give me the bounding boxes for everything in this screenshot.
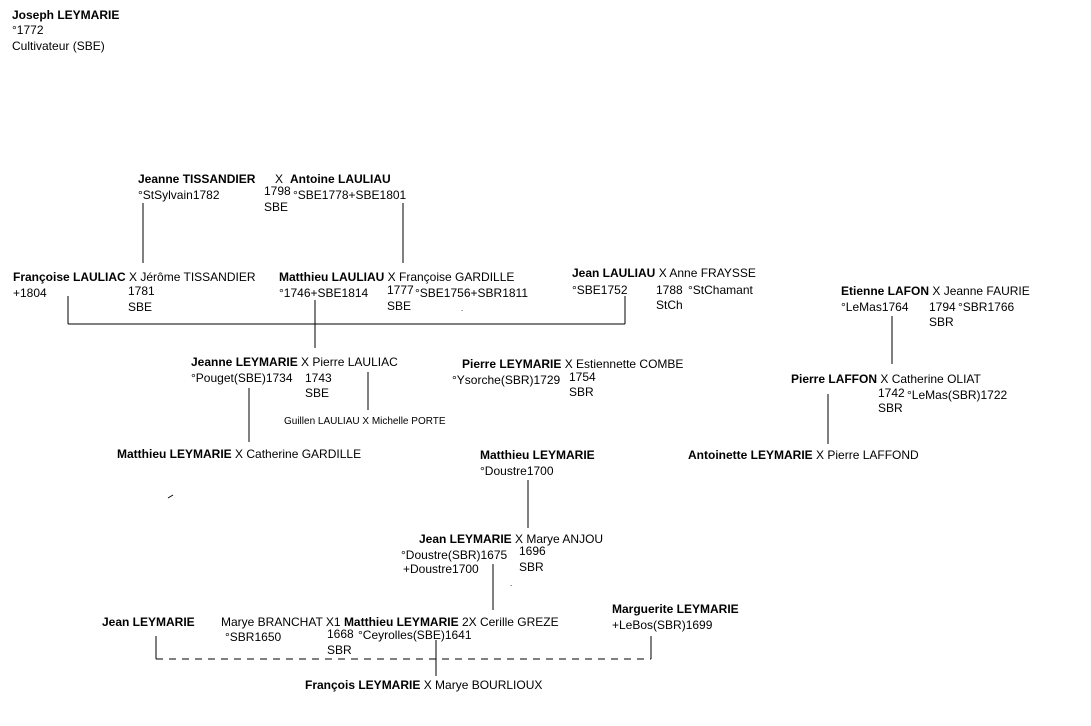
couple-branchat-greze: Marye BRANCHAT X1 Matthieu LEYMARIE 2X C…: [221, 615, 559, 630]
person-info: °1746+SBE1814: [279, 286, 369, 300]
person-francoise-lauliac: Françoise LAULIAC: [13, 270, 126, 284]
person-info: °StChamant: [688, 283, 753, 297]
couple-leymarie-lauliac: Jeanne LEYMARIE X Pierre LAULIAC: [191, 355, 398, 370]
person-info: +1804: [13, 286, 47, 300]
marriage-year: 1668: [327, 627, 354, 641]
person-info: °StSylvain1782: [138, 188, 220, 202]
spouse-text: X Marye ANJOU: [515, 532, 604, 546]
person-marguerite-leymarie: Marguerite LEYMARIE: [612, 602, 739, 616]
person-antoinette-leymarie: Antoinette LEYMARIE: [688, 448, 813, 462]
marriage-year: 1781: [128, 284, 155, 298]
couple-lauliau-fraysse: Jean LAULIAU X Anne FRAYSSE: [572, 266, 756, 281]
person-pierre-leymarie: Pierre LEYMARIE: [462, 357, 562, 371]
marriage-place: StCh: [656, 298, 683, 312]
marriage-year: 1743: [305, 371, 332, 385]
person-jeanne-tissandier: Jeanne TISSANDIER: [138, 172, 256, 186]
person-info: °SBE1752: [572, 283, 628, 297]
marriage-place: SBE: [387, 299, 412, 313]
couple-laffon-oliat: Pierre LAFFON X Catherine OLIAT: [791, 372, 981, 387]
person-info: °Doustre1700: [480, 464, 554, 478]
person-info: °SBR1766: [958, 300, 1015, 314]
marriage-place: SBR: [878, 401, 903, 415]
marriage-year: 1794: [929, 300, 956, 314]
spouse-text: X Françoise GARDILLE: [387, 270, 515, 284]
spouse-text: X Jeanne FAURIE: [932, 284, 1030, 298]
spouse-text: X Catherine GARDILLE: [235, 447, 362, 461]
person-francois-leymarie: François LEYMARIE: [305, 678, 421, 692]
couple-francois-bourlioux: François LEYMARIE X Marye BOURLIOUX: [305, 678, 542, 693]
couple-lauliac-tissandier: Françoise LAULIAC X Jérôme TISSANDIER: [13, 270, 256, 285]
person-jean-leymarie: Jean LEYMARIE: [419, 532, 512, 546]
header-birth: °1772: [12, 23, 44, 37]
couple-matthieu-gardille: Matthieu LEYMARIE X Catherine GARDILLE: [117, 447, 361, 462]
marriage-place: SBE: [264, 200, 289, 214]
person-info: °LeMas1764: [841, 300, 909, 314]
person-info: °Doustre(SBR)1675: [401, 548, 508, 562]
spouse-text: 2X Cerille GREZE: [461, 615, 559, 629]
person-matthieu-lauliau: Matthieu LAULIAU: [279, 270, 385, 284]
spouse-text: X Estiennette COMBE: [564, 357, 684, 371]
couple-lafon-faurie: Etienne LAFON X Jeanne FAURIE: [841, 284, 1030, 299]
person-jean-lauliau: Jean LAULIAU: [572, 266, 656, 280]
marriage-place: SBE: [128, 300, 153, 314]
spouse-text: X Pierre LAFFOND: [816, 448, 919, 462]
couple-lauliau-gardille: Matthieu LAULIAU X Françoise GARDILLE: [279, 270, 514, 285]
person-info: °LeMas(SBR)1722: [907, 388, 1008, 402]
person-matthieu-leymarie: Matthieu LEYMARIE: [117, 447, 232, 461]
person-info: °SBE1778+SBE1801: [293, 188, 407, 202]
connector-stray-mark: [167, 494, 174, 499]
marriage-year: 1754: [569, 370, 596, 384]
marriage-year: 1798: [264, 184, 291, 198]
person-info: °SBR1650: [225, 630, 282, 644]
marriage-year: 1777: [387, 283, 414, 297]
marriage-year: 1788: [656, 283, 683, 297]
header-name: Joseph LEYMARIE: [12, 8, 120, 22]
person-jean-leymarie-sibling: Jean LEYMARIE: [102, 615, 195, 629]
person-etienne-lafon: Etienne LAFON: [841, 284, 930, 298]
header-occupation: Cultivateur (SBE): [12, 39, 105, 53]
person-info: °SBE1756+SBR1811: [415, 286, 528, 300]
couple-lauliau-porte: Guillen LAULIAU X Michelle PORTE: [284, 416, 446, 427]
stray-dot: .: [510, 579, 513, 588]
person-info: °Pouget(SBE)1734: [191, 371, 293, 385]
person-matthieu-leymarie-1641: Matthieu LEYMARIE: [343, 615, 459, 629]
couple-leymarie-combe: Pierre LEYMARIE X Estiennette COMBE: [462, 357, 683, 372]
person-matthieu-leymarie-1700: Matthieu LEYMARIE: [480, 448, 595, 462]
person-info: +Doustre1700: [403, 562, 479, 576]
marriage-sep: X: [275, 172, 284, 186]
marriage-year: 1742: [878, 386, 905, 400]
person-antoine-lauliau: Antoine LAULIAU: [290, 172, 391, 186]
spouse-text: Marye BRANCHAT X1: [221, 615, 341, 629]
couple-jean-anjou: Jean LEYMARIE X Marye ANJOU: [419, 532, 603, 547]
person-info: +LeBos(SBR)1699: [612, 618, 713, 632]
marriage-place: SBR: [569, 385, 594, 399]
person-pierre-laffon: Pierre LAFFON: [791, 372, 878, 386]
person-info: °Ysorche(SBR)1729: [452, 373, 561, 387]
person-info: °Ceyrolles(SBE)1641: [358, 628, 472, 642]
marriage-place: SBR: [519, 560, 544, 574]
marriage-place: SBE: [305, 386, 330, 400]
person-jeanne-leymarie: Jeanne LEYMARIE: [191, 355, 298, 369]
spouse-text: X Anne FRAYSSE: [658, 266, 756, 280]
couple-antoinette-laffond: Antoinette LEYMARIE X Pierre LAFFOND: [688, 448, 919, 463]
marriage-year: 1696: [519, 544, 546, 558]
marriage-place: SBR: [929, 315, 954, 329]
stray-dot: .: [461, 304, 464, 313]
spouse-text: X Catherine OLIAT: [880, 372, 981, 386]
marriage-place: SBR: [327, 643, 352, 657]
spouse-text: X Marye BOURLIOUX: [423, 678, 543, 692]
spouse-text: X Pierre LAULIAC: [301, 355, 398, 369]
spouse-text: X Jérôme TISSANDIER: [129, 270, 256, 284]
